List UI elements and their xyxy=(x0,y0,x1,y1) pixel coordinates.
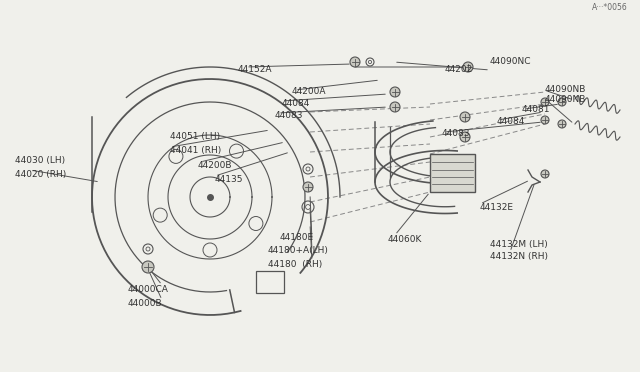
Text: 44090NB: 44090NB xyxy=(545,96,586,105)
Circle shape xyxy=(541,116,549,124)
Circle shape xyxy=(463,62,473,72)
Circle shape xyxy=(460,132,470,142)
Text: 44084: 44084 xyxy=(497,118,525,126)
Text: 44090NC: 44090NC xyxy=(490,58,531,67)
Text: 44083: 44083 xyxy=(275,112,303,121)
Text: 44202: 44202 xyxy=(445,64,473,74)
Circle shape xyxy=(541,170,549,178)
Text: 44081: 44081 xyxy=(522,106,550,115)
Text: 44152A: 44152A xyxy=(238,64,273,74)
Text: 44000B: 44000B xyxy=(128,299,163,308)
Text: 44132E: 44132E xyxy=(480,202,514,212)
Bar xyxy=(430,154,475,192)
Text: 44060K: 44060K xyxy=(388,235,422,244)
Circle shape xyxy=(142,261,154,273)
Text: 44135: 44135 xyxy=(215,174,243,183)
Bar xyxy=(256,271,284,293)
Text: 44041 (RH): 44041 (RH) xyxy=(170,145,221,154)
Circle shape xyxy=(350,57,360,67)
Circle shape xyxy=(303,182,313,192)
Circle shape xyxy=(460,112,470,122)
Text: A···*0056: A···*0056 xyxy=(592,3,628,12)
Text: 44090NB: 44090NB xyxy=(545,86,586,94)
Text: 44180E: 44180E xyxy=(280,234,314,243)
Circle shape xyxy=(541,98,549,106)
Text: 44200A: 44200A xyxy=(292,87,326,96)
Text: 44000CA: 44000CA xyxy=(128,285,169,294)
Text: 44180+A(LH): 44180+A(LH) xyxy=(268,247,329,256)
Circle shape xyxy=(558,120,566,128)
Text: 44084: 44084 xyxy=(282,99,310,109)
Circle shape xyxy=(390,102,400,112)
Text: 44180  (RH): 44180 (RH) xyxy=(268,260,323,269)
Text: 44132M (LH): 44132M (LH) xyxy=(490,240,548,248)
Text: 44051 (LH): 44051 (LH) xyxy=(170,132,220,141)
Text: 44200B: 44200B xyxy=(198,160,232,170)
Text: 44083: 44083 xyxy=(442,129,470,138)
Circle shape xyxy=(390,87,400,97)
Text: 44020 (RH): 44020 (RH) xyxy=(15,170,67,179)
Text: 44132N (RH): 44132N (RH) xyxy=(490,253,548,262)
Circle shape xyxy=(558,98,566,106)
Text: 44030 (LH): 44030 (LH) xyxy=(15,155,65,164)
